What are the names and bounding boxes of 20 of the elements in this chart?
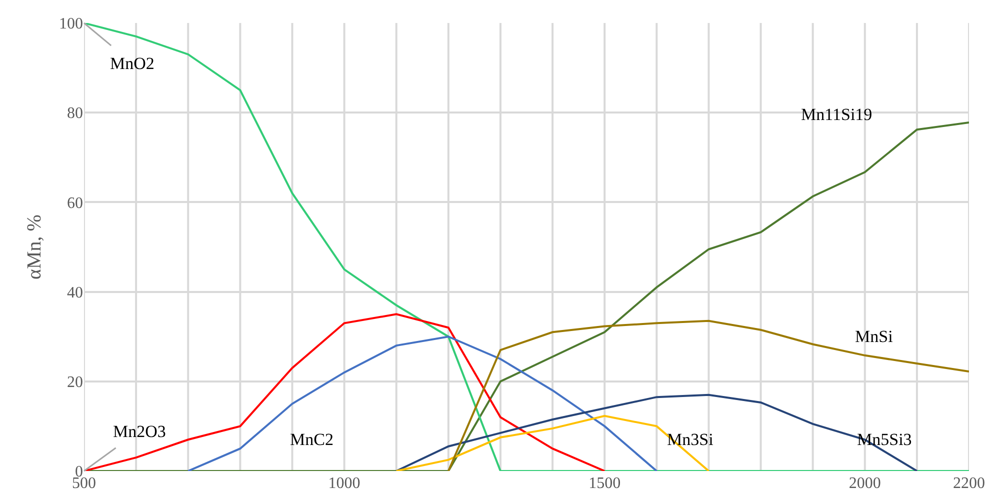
y-tick-label: 80 — [67, 105, 83, 122]
line-series — [84, 313, 606, 471]
y-tick-label: 100 — [59, 16, 83, 33]
y-tick-label: 60 — [67, 194, 83, 212]
annotation: Mn11Si19 — [801, 105, 872, 124]
annotation: MnC2 — [290, 430, 334, 449]
line-series — [447, 320, 969, 471]
y-tick-label: 20 — [67, 374, 83, 391]
line-series — [84, 23, 969, 471]
x-tick-label: 1000 — [328, 475, 360, 492]
annotation: MnSi — [855, 327, 894, 346]
x-tick-label: 2000 — [848, 475, 881, 492]
line-series — [187, 336, 658, 471]
line-series — [395, 394, 918, 471]
annotation: Mn2O3 — [113, 422, 166, 441]
x-tick-label: 1500 — [588, 475, 621, 492]
y-tick-label: 40 — [67, 284, 83, 302]
x-tick-label: 2200 — [953, 475, 985, 492]
y-axis-title: αMn, % — [24, 214, 46, 280]
annotation: MnO2 — [110, 54, 154, 73]
